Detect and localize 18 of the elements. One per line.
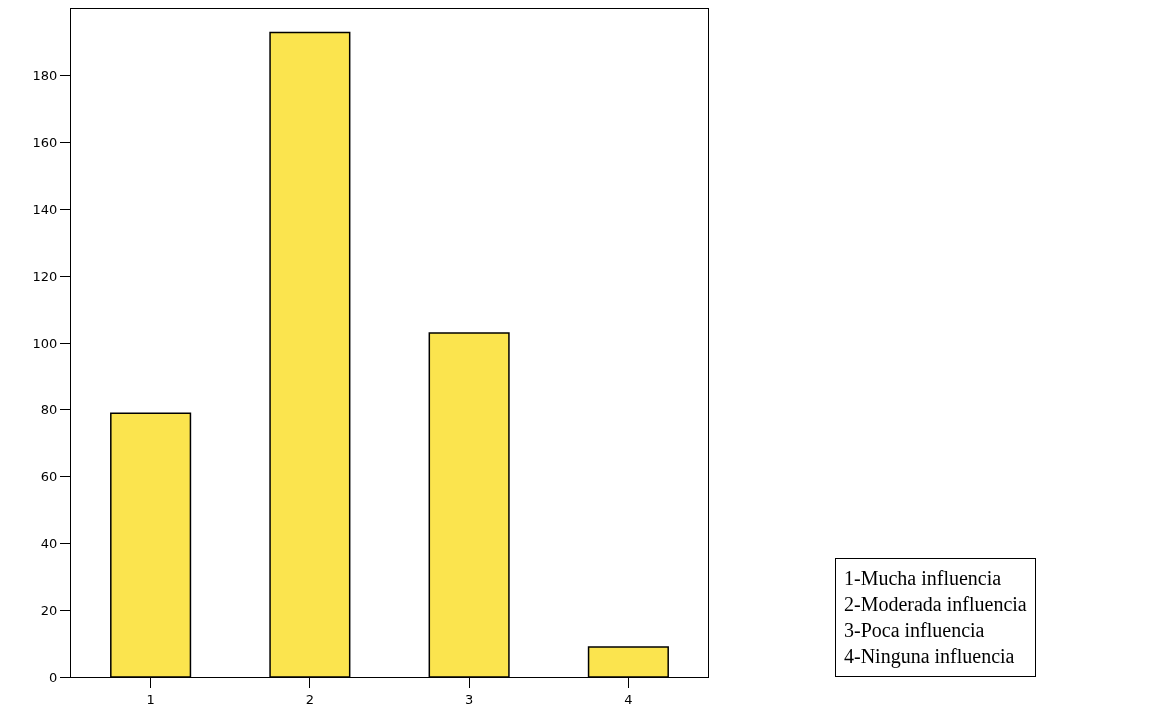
text: 2-Moderada influencia <box>844 593 1027 615</box>
y-tick-label: 180 <box>32 68 58 84</box>
text: 1-Mucha influencia <box>844 567 1002 589</box>
y-tick-label: 40 <box>40 535 58 551</box>
y-tick-label: 60 <box>40 469 58 485</box>
y-tick-label: 80 <box>40 402 58 418</box>
y-tick-label: 0 <box>49 669 58 685</box>
text: 4-Ninguna influencia <box>844 645 1015 668</box>
y-tick-label: 160 <box>32 135 58 151</box>
x-tick-label: 1 <box>146 691 155 707</box>
y-tick-label: 20 <box>40 602 58 618</box>
y-tick-label: 140 <box>32 201 58 217</box>
y-tick-label: 120 <box>32 268 58 284</box>
y-tick-label: 100 <box>32 335 58 351</box>
x-tick-label: 3 <box>464 691 474 707</box>
x-tick-label: 2 <box>305 691 315 707</box>
text: 3-Poca influencia <box>844 619 985 641</box>
x-tick-label: 4 <box>624 691 633 707</box>
